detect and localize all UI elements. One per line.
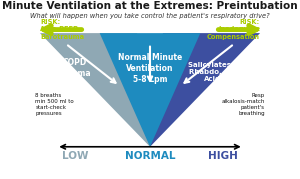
Polygon shape — [150, 33, 260, 147]
Text: RISK:
Inadequate
Compensation: RISK: Inadequate Compensation — [207, 19, 260, 40]
Text: 8 breaths
min 500 ml to
start-check
pressures: 8 breaths min 500 ml to start-check pres… — [35, 93, 74, 116]
Text: Normal Minute
Ventilation
5-8 Lpm: Normal Minute Ventilation 5-8 Lpm — [118, 53, 182, 84]
Text: Resp
alkalosis-match
patient's
breathing: Resp alkalosis-match patient's breathing — [221, 93, 265, 116]
Text: Minute Ventilation at the Extremes: Preintubation: Minute Ventilation at the Extremes: Prei… — [2, 1, 298, 11]
Text: RISK:
Auto-PEEP
Barotrauma: RISK: Auto-PEEP Barotrauma — [40, 19, 84, 40]
Polygon shape — [100, 33, 200, 147]
Text: LOW: LOW — [62, 151, 88, 161]
Text: Salicylates, DKA
Rhabdo, Severe
Acidosis: Salicylates, DKA Rhabdo, Severe Acidosis — [188, 62, 253, 82]
Text: What will happen when you take control the patient's respiratory drive?: What will happen when you take control t… — [30, 13, 270, 19]
Text: NORMAL: NORMAL — [125, 151, 175, 161]
Polygon shape — [40, 33, 150, 147]
Text: HIGH: HIGH — [208, 151, 238, 161]
Text: COPD
Asthma: COPD Asthma — [59, 58, 92, 78]
